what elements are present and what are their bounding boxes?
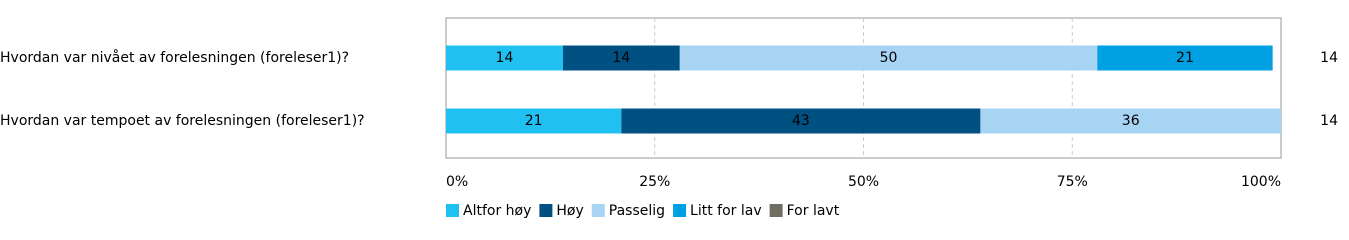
legend-swatch	[591, 204, 605, 217]
bar-segment	[621, 108, 981, 134]
category-label: Hvordan var nivået av forelesningen (for…	[0, 49, 349, 66]
value-label: 36	[1122, 113, 1140, 129]
bar-segment	[1097, 45, 1273, 71]
bar-segment	[446, 108, 622, 134]
x-tick-label: 75%	[1057, 174, 1088, 190]
legend-swatch	[539, 204, 553, 217]
x-tick-label: 25%	[639, 174, 670, 190]
legend-swatch	[673, 204, 687, 217]
legend-label: Litt for lav	[690, 203, 762, 219]
x-tick-label: 100%	[1241, 174, 1281, 190]
legend-swatch	[769, 204, 783, 217]
value-label: 50	[880, 50, 898, 66]
x-tick-label: 50%	[848, 174, 879, 190]
value-label: 14	[612, 50, 630, 66]
value-label: 14	[496, 50, 514, 66]
category-label: Hvordan var tempoet av forelesningen (fo…	[0, 113, 365, 129]
value-label: 21	[525, 113, 543, 129]
legend-label: For lavt	[787, 203, 840, 219]
bar-segment	[562, 45, 680, 71]
count-label: 14	[1320, 113, 1338, 129]
bar-segment	[679, 45, 1098, 71]
legend-label: Høy	[556, 203, 583, 219]
legend-swatch	[446, 204, 459, 217]
value-label: 21	[1176, 50, 1194, 66]
bar-segment	[446, 45, 563, 71]
count-label: 14	[1320, 50, 1338, 66]
bar-segment	[980, 108, 1281, 134]
value-label: 43	[792, 113, 810, 129]
x-tick-label: 0%	[446, 174, 468, 190]
legend-label: Altfor høy	[463, 203, 531, 219]
legend-label: Passelig	[609, 203, 665, 219]
chart: 0% 25% 50% 75% 100% Hvordan var nivået av for…	[0, 17, 1338, 219]
